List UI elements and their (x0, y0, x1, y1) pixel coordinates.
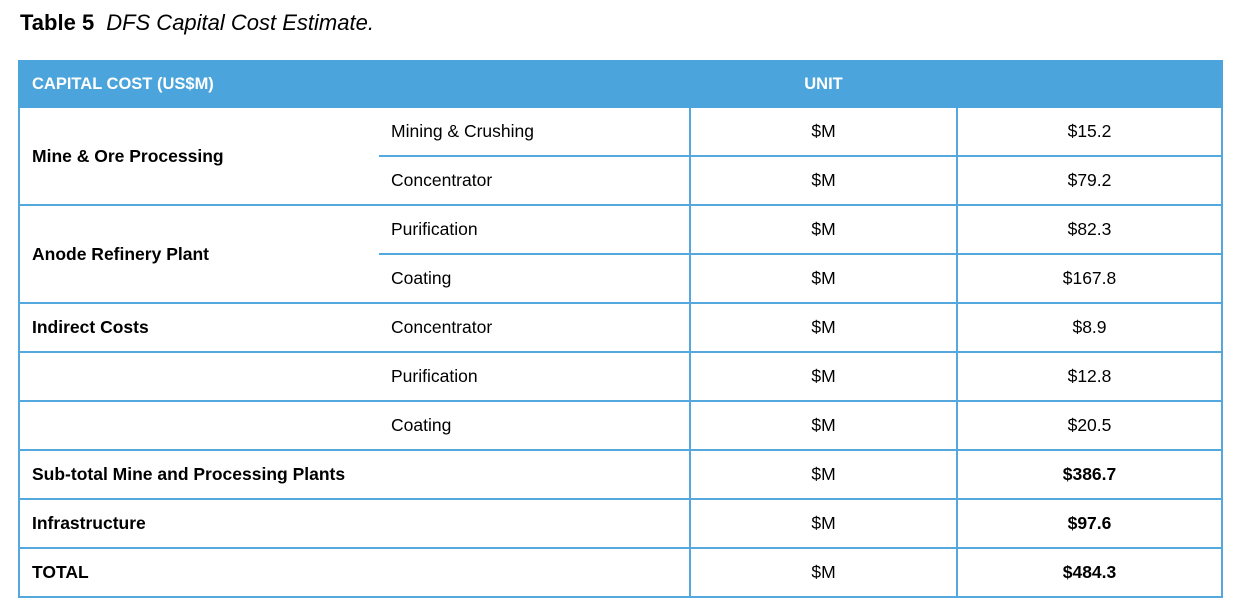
unit-cell: $M (689, 155, 958, 206)
unit-cell: $M (689, 106, 958, 157)
table-row-infrastructure: Infrastructure $M $97.6 (18, 498, 1223, 549)
unit-cell: $M (689, 302, 958, 353)
table-row: Mine & Ore Processing Mining & Crushing … (18, 106, 1223, 206)
total-label-cell: TOTAL (18, 547, 691, 598)
subtotal-label-cell: Sub-total Mine and Processing Plants (18, 449, 691, 500)
table-number-label: Table 5 (20, 10, 95, 35)
page: Table 5 DFS Capital Cost Estimate. CAPITA… (18, 8, 1260, 598)
header-value-blank (956, 60, 1223, 108)
value-cell: $12.8 (956, 351, 1223, 402)
table-body: Mine & Ore Processing Mining & Crushing … (18, 106, 1223, 598)
unit-cell: $M (689, 400, 958, 451)
group-cell (18, 400, 379, 451)
unit-cell: $M (689, 449, 958, 500)
group-cell: Anode Refinery Plant (18, 204, 379, 304)
unit-cell: $M (689, 253, 958, 304)
unit-cell: $M (689, 498, 958, 549)
header-unit: UNIT (689, 60, 958, 108)
unit-cell: $M (689, 351, 958, 402)
table-row: Coating $M $20.5 (18, 400, 1223, 451)
value-cell: $97.6 (956, 498, 1223, 549)
header-row: CAPITAL COST (US$M) UNIT (18, 60, 1223, 108)
value-cell: $20.5 (956, 400, 1223, 451)
group-cell (18, 351, 379, 402)
table-row-subtotal: Sub-total Mine and Processing Plants $M … (18, 449, 1223, 500)
header-capital-cost: CAPITAL COST (US$M) (18, 60, 691, 108)
table-row: Anode Refinery Plant Purification $M $82… (18, 204, 1223, 304)
table-row: Purification $M $12.8 (18, 351, 1223, 402)
value-cell: $8.9 (956, 302, 1223, 353)
value-cell: $82.3 (956, 204, 1223, 255)
item-cell: Concentrator (379, 302, 691, 353)
table-caption: DFS Capital Cost Estimate. (106, 10, 374, 35)
capital-cost-table: CAPITAL COST (US$M) UNIT Mine & Ore Proc… (18, 60, 1223, 598)
table-header: CAPITAL COST (US$M) UNIT (18, 60, 1223, 108)
item-cell: Purification (379, 204, 691, 255)
unit-cell: $M (689, 204, 958, 255)
value-cell: $15.2 (956, 106, 1223, 157)
group-cell: Indirect Costs (18, 302, 379, 353)
item-cell: Coating (379, 400, 691, 451)
value-cell: $386.7 (956, 449, 1223, 500)
table-row: Indirect Costs Concentrator $M $8.9 (18, 302, 1223, 353)
unit-cell: $M (689, 547, 958, 598)
group-cell: Mine & Ore Processing (18, 106, 379, 206)
page-title: Table 5 DFS Capital Cost Estimate. (20, 8, 1260, 38)
item-cell: Purification (379, 351, 691, 402)
table-row: Coating $M $167.8 (19, 253, 1223, 304)
table-row-total: TOTAL $M $484.3 (18, 547, 1223, 598)
value-cell: $79.2 (956, 155, 1223, 206)
value-cell: $484.3 (956, 547, 1223, 598)
value-cell: $167.8 (956, 253, 1223, 304)
infrastructure-label-cell: Infrastructure (18, 498, 691, 549)
table-row: Concentrator $M $79.2 (19, 155, 1223, 206)
item-cell: Mining & Crushing (379, 106, 691, 157)
item-cell: Concentrator (379, 155, 691, 206)
item-cell: Coating (379, 253, 691, 304)
